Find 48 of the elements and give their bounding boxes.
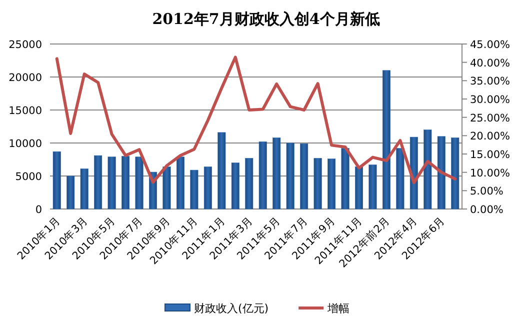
bar (122, 156, 130, 210)
bar (245, 158, 254, 210)
bar (368, 164, 377, 210)
y-tick-label: 15000 (8, 105, 42, 117)
bar (80, 168, 88, 210)
bar (396, 148, 404, 210)
bar (382, 70, 390, 210)
bar (272, 138, 281, 210)
bar (135, 156, 144, 210)
y2-tick-label: 0.00% (470, 204, 504, 216)
bar (286, 142, 294, 210)
line-series (55, 56, 457, 184)
bar (424, 130, 432, 210)
bar (231, 162, 240, 210)
y2-tick-label: 40.00% (470, 57, 510, 70)
y2-tick-label: 30.00% (470, 94, 510, 106)
bar (300, 144, 308, 210)
bar (94, 155, 102, 210)
chart-title: 2012年7月财政收入创4个月新低 (152, 10, 380, 28)
y2-tick-label: 15.00% (470, 149, 510, 161)
bar (355, 166, 363, 210)
bar (176, 156, 184, 210)
bar (52, 151, 61, 210)
legend-label: 增幅 (326, 302, 350, 315)
y-tick-label: 0 (35, 204, 42, 216)
y2-tick-label: 10.00% (470, 167, 510, 180)
bar (190, 170, 198, 210)
bar (437, 136, 446, 210)
y-tick-label: 25000 (8, 39, 42, 51)
legend-label: 财政收入(亿元) (194, 302, 269, 315)
y-tick-label: 10000 (8, 138, 42, 150)
bar (341, 148, 350, 210)
y-tick-label: 5000 (15, 171, 42, 183)
bar (204, 166, 212, 210)
y2-tick-label: 25.00% (470, 112, 510, 124)
bar (314, 158, 322, 210)
y2-tick-label: 35.00% (470, 76, 510, 88)
bar (451, 138, 460, 210)
y2-tick-label: 45.00% (470, 39, 510, 51)
y-tick-label: 20000 (8, 72, 42, 84)
bar (108, 156, 116, 210)
bar (218, 132, 226, 210)
y2-tick-label: 20.00% (470, 130, 510, 143)
bar (66, 176, 75, 210)
bar (328, 158, 336, 210)
y2-tick-label: 5.00% (470, 186, 504, 198)
bar (162, 166, 171, 210)
bar (258, 142, 267, 210)
